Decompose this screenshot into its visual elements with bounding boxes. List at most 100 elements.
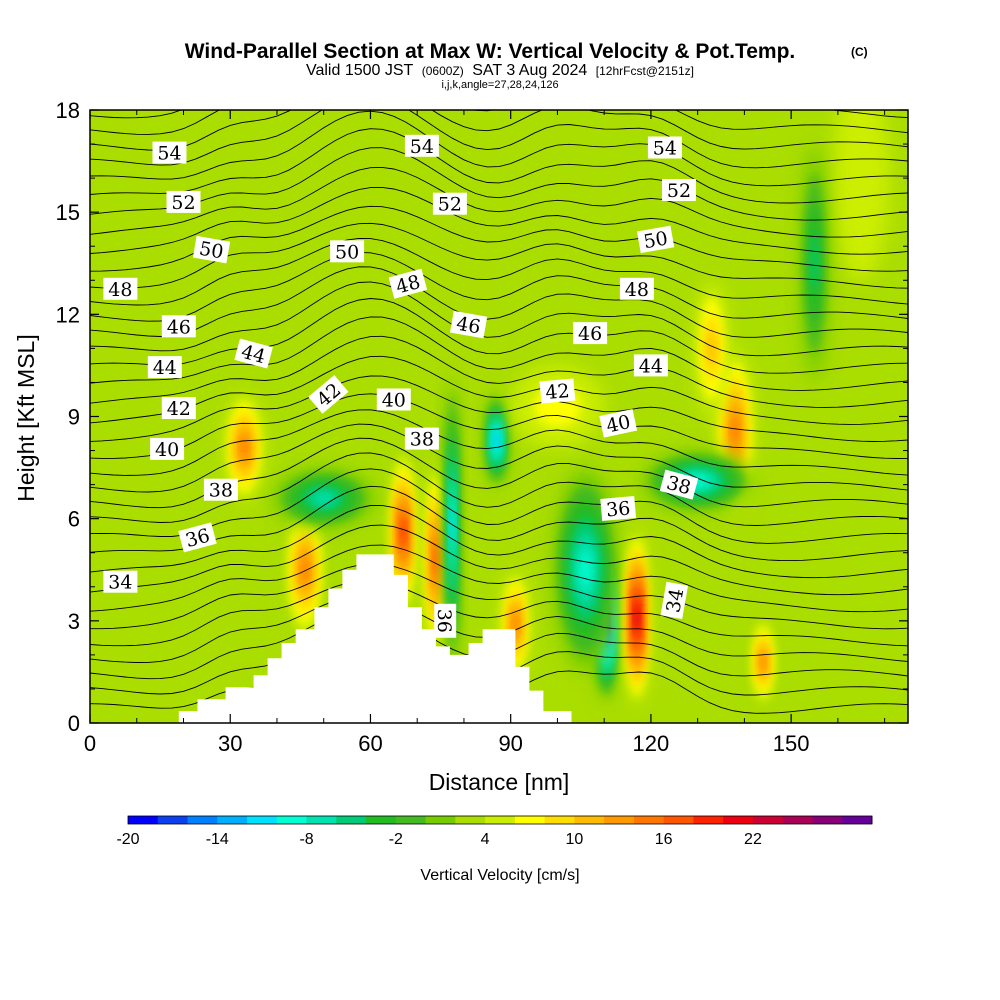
colorbar-swatch [276, 816, 308, 824]
contour-label: 36 [433, 603, 457, 638]
contour-label-bg [659, 469, 699, 500]
w-cell [302, 559, 309, 581]
contour-label-bg [404, 427, 439, 450]
colorbar-swatch [366, 816, 397, 824]
colorbar-swatch [633, 816, 665, 824]
theta-isoline [90, 375, 908, 442]
contour-label-bg [330, 240, 365, 263]
contour-label-bg [388, 268, 428, 299]
contour-label: 34 [660, 581, 689, 620]
contour-label-text: 36 [433, 609, 455, 633]
contour-label: 42 [161, 397, 196, 420]
w-cell [241, 438, 248, 457]
x-tick-label: 90 [498, 731, 522, 756]
contour-label-bg [308, 375, 349, 414]
contour-label: 42 [539, 378, 576, 404]
valid-line: Valid 1500 JST (0600Z) SAT 3 Aug 2024 [1… [306, 62, 694, 79]
theta-isoline [90, 251, 908, 322]
theta-isoline [90, 110, 908, 135]
w-cell [313, 492, 334, 505]
colorbar-swatch [455, 816, 486, 824]
colorbar-tick-label: 4 [481, 831, 490, 848]
w-cell [450, 503, 455, 548]
contour-label-bg [152, 141, 187, 164]
title-mark: (C) [851, 45, 868, 59]
colorbar-frame [127, 815, 873, 825]
contour-label: 52 [166, 190, 201, 214]
contour-label: 44 [147, 356, 182, 379]
colorbar-swatch [842, 816, 873, 824]
contour-label-text: 34 [108, 572, 132, 594]
colorbar-tick-label: -8 [299, 831, 313, 848]
y-tick-label: 6 [68, 507, 80, 532]
contour-label-text: 48 [625, 279, 649, 301]
contour-label: 38 [659, 469, 699, 500]
theta-isoline [90, 166, 908, 238]
theta-isoline [90, 205, 908, 272]
theta-isoline [90, 281, 908, 357]
contour-label: 36 [600, 496, 637, 522]
contour-label-text: 54 [653, 138, 677, 160]
contour-label-bg [434, 603, 457, 638]
theta-isoline [90, 335, 908, 408]
theta-isoline [90, 423, 908, 493]
vertical-velocity-field [225, 110, 890, 710]
contour-label-text: 44 [639, 355, 663, 377]
valid-prefix: Valid 1500 JST [306, 62, 414, 79]
colorbar-swatch [306, 816, 337, 824]
theta-isoline [90, 298, 908, 374]
contour-label: 38 [203, 478, 238, 502]
theta-isoline [90, 355, 908, 425]
contour-label-bg [166, 190, 201, 213]
contour-label: 52 [432, 192, 467, 216]
contour-label-bg [660, 581, 689, 620]
colorbar-tick-label: -14 [206, 831, 229, 848]
contour-label-text: 54 [410, 136, 434, 158]
contour-label: 40 [599, 409, 638, 438]
x-tick-label: 120 [633, 731, 670, 756]
colorbar-label: Vertical Velocity [cm/s] [420, 867, 579, 884]
w-cell [833, 110, 890, 281]
theta-isoline [90, 580, 908, 647]
contour-label: 50 [192, 235, 231, 264]
y-tick-label: 3 [68, 609, 80, 634]
contour-label-bg [192, 235, 231, 264]
contour-label-bg [636, 225, 675, 254]
contour-label: 34 [103, 570, 138, 594]
theta-isoline [90, 468, 908, 544]
colorbar-swatch [782, 816, 813, 824]
colorbar-swatch [217, 816, 248, 824]
contour-label-text: 38 [410, 429, 434, 451]
colorbar-swatch [395, 816, 427, 824]
contour-label-bg [178, 522, 217, 553]
x-tick-label: 150 [773, 731, 810, 756]
w-cell [580, 552, 591, 587]
grid-indices: i,j,k,angle=27,28,24,126 [441, 79, 558, 91]
y-axis-label: Height [Kft MSL] [13, 334, 39, 501]
contour-label-text: 50 [335, 241, 359, 263]
theta-isoline [90, 563, 908, 630]
w-cell [513, 615, 518, 634]
colorbar-swatch [247, 816, 278, 824]
contour-label: 38 [404, 427, 439, 451]
contour-label-text: 46 [578, 323, 602, 345]
w-cell [433, 545, 438, 574]
colorbar-swatch [723, 816, 754, 824]
contour-label: 50 [636, 225, 675, 254]
contour-label-bg [647, 136, 682, 159]
colorbar-swatch [663, 816, 694, 824]
w-cell [811, 233, 819, 294]
contour-label: 40 [150, 437, 185, 461]
colorbar-swatch [604, 816, 635, 824]
theta-isoline [90, 485, 908, 562]
contour-label: 50 [330, 240, 365, 263]
contour-label-bg [599, 409, 638, 438]
contour-label-bg [161, 397, 196, 419]
colorbar-swatch [574, 816, 605, 824]
contour-label: 46 [161, 315, 196, 338]
colorbar: -20 -14 -8 -2 4 10 16 22 [116, 815, 873, 848]
